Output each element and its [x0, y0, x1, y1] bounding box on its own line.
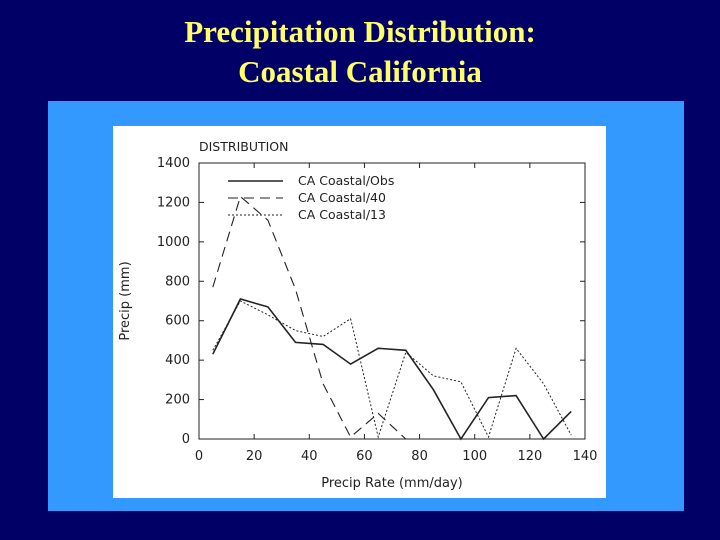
plot-frame [198, 162, 586, 440]
y-tick-label: 0 [182, 432, 190, 447]
series-lines [212, 195, 572, 441]
y-tick-label: 1200 [157, 195, 190, 210]
x-tick-label: 20 [246, 449, 263, 464]
chart-area: DISTRIBUTION 0 20 40 60 80 100 120 140 0 200 400 60… [113, 126, 606, 498]
legend-label-1: CA Coastal/Obs [298, 173, 394, 188]
x-tick-label: 80 [411, 449, 428, 464]
legend-label-3: CA Coastal/13 [298, 207, 386, 222]
chart-legend: CA Coastal/Obs CA Coastal/40 CA Coastal/13 [228, 173, 394, 222]
y-tick-label: 400 [165, 353, 190, 368]
axis-ticks: 0 20 40 60 80 100 120 1400200400600800100012001… [157, 156, 598, 464]
distribution-chart: DISTRIBUTION 0 20 40 60 80 100 120 140020040060… [118, 139, 598, 491]
x-tick-label: 100 [462, 449, 487, 464]
x-tick-label: 40 [301, 449, 318, 464]
y-tick-label: 200 [165, 393, 190, 408]
y-axis-label: Precip (mm) [118, 261, 133, 340]
y-tick-label: 800 [165, 274, 190, 289]
y-tick-label: 1000 [157, 235, 190, 250]
x-tick-label: 140 [573, 449, 598, 464]
x-tick-label: 0 [195, 449, 203, 464]
series-line-2 [212, 195, 407, 440]
x-tick-label: 60 [356, 449, 373, 464]
series-line-1 [212, 298, 572, 441]
slide-title-line-1: Precipitation Distribution: [184, 14, 536, 49]
x-axis-label: Precip Rate (mm/day) [321, 476, 463, 491]
x-tick-label: 120 [517, 449, 542, 464]
slide-title-line-2: Coastal California [238, 54, 482, 89]
slide-title: Precipitation Distribution: Coastal Cali… [0, 12, 720, 92]
y-tick-label: 600 [165, 314, 190, 329]
chart-title: DISTRIBUTION [199, 139, 289, 154]
legend-label-2: CA Coastal/40 [298, 190, 386, 205]
y-tick-label: 1400 [157, 156, 190, 171]
series-line-3 [212, 300, 572, 439]
